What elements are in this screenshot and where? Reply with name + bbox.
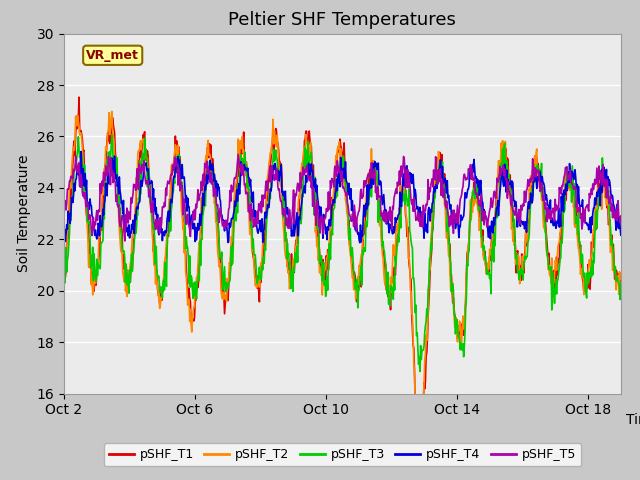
Title: Peltier SHF Temperatures: Peltier SHF Temperatures bbox=[228, 11, 456, 29]
X-axis label: Time: Time bbox=[626, 413, 640, 427]
Y-axis label: Soil Temperature: Soil Temperature bbox=[17, 155, 31, 272]
Legend: pSHF_T1, pSHF_T2, pSHF_T3, pSHF_T4, pSHF_T5: pSHF_T1, pSHF_T2, pSHF_T3, pSHF_T4, pSHF… bbox=[104, 443, 581, 466]
Text: VR_met: VR_met bbox=[86, 49, 139, 62]
